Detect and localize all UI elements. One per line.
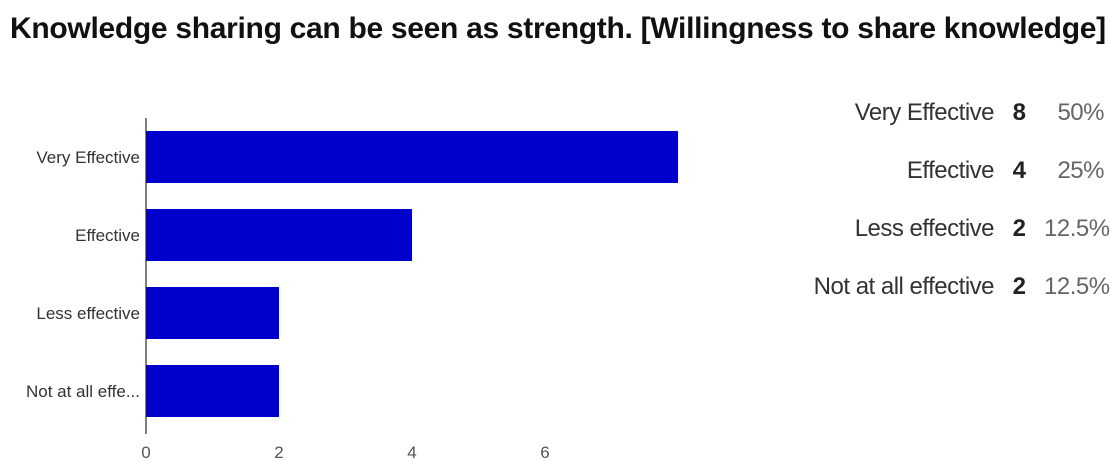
bar-effective	[146, 209, 412, 261]
x-tick-label: 0	[141, 443, 150, 461]
summary-percent: 12.5%	[1044, 273, 1110, 300]
summary-label: Less effective	[854, 215, 995, 242]
y-tick-label: Effective	[75, 226, 140, 245]
summary-label: Not at all effective	[813, 273, 995, 300]
summary-row-effective: Effective 4 25%	[770, 142, 1110, 200]
summary-row-very-effective: Very Effective 8 50%	[770, 84, 1110, 142]
summary-percent: 12.5%	[1044, 215, 1110, 242]
summary-count: 2	[1012, 273, 1026, 300]
x-tick-label: 4	[407, 443, 416, 461]
summary-row-not-at-all-effective: Not at all effective 2 12.5%	[770, 258, 1110, 316]
summary-count: 4	[1012, 157, 1026, 184]
summary-label: Effective	[906, 157, 995, 184]
y-axis-tick-labels: Very Effective Effective Less effective Not…	[26, 148, 140, 401]
chart-title: Knowledge sharing can be seen as strengt…	[10, 12, 1106, 45]
x-axis-tick-labels: 0 2 4 6	[141, 443, 549, 461]
summary-label: Very Effective	[854, 99, 995, 126]
bar-less-effective	[146, 287, 279, 339]
summary-table: Very Effective 8 50% Effective 4 25% Les…	[770, 84, 1110, 316]
bar-not-at-all-effective	[146, 365, 279, 417]
bars	[146, 131, 678, 417]
summary-percent: 50%	[1057, 99, 1104, 126]
x-tick-label: 2	[274, 443, 283, 461]
y-tick-label: Less effective	[36, 304, 140, 323]
x-tick-label: 6	[540, 443, 549, 461]
summary-row-less-effective: Less effective 2 12.5%	[770, 200, 1110, 258]
bar-very-effective	[146, 131, 678, 183]
summary-count: 8	[1012, 99, 1026, 126]
y-tick-label: Not at all effe...	[26, 382, 140, 401]
summary-percent: 25%	[1057, 157, 1104, 184]
summary-count: 2	[1012, 215, 1026, 242]
y-tick-label: Very Effective	[36, 148, 140, 167]
